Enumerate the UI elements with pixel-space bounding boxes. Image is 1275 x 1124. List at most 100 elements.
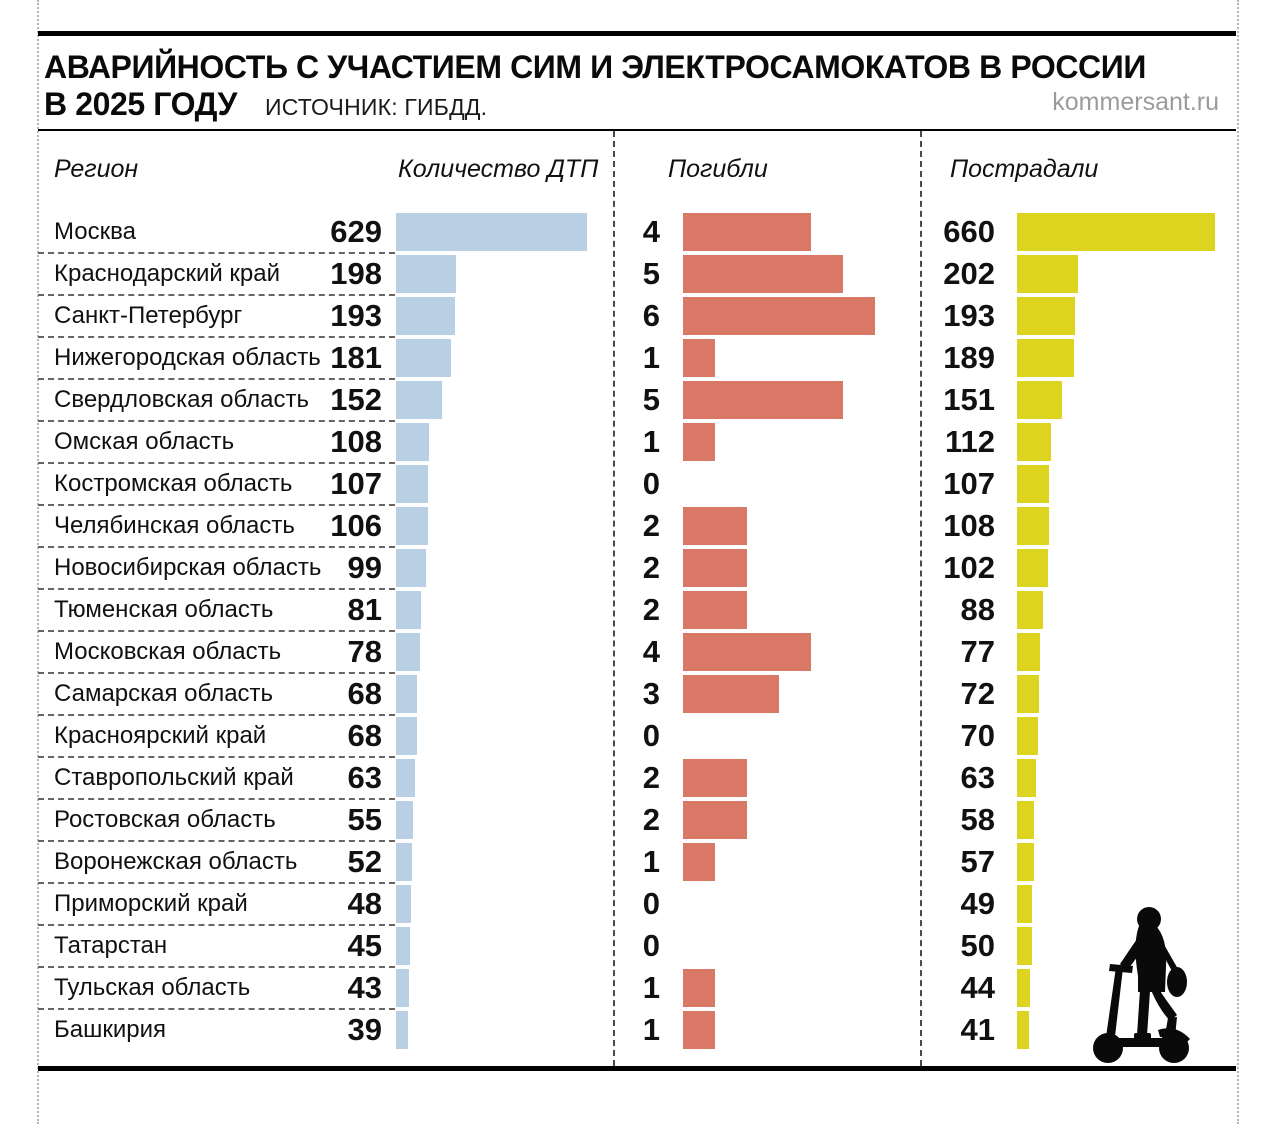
died-bar [683, 213, 811, 251]
injured-bar [1017, 927, 1032, 965]
injured-bar [1017, 297, 1075, 335]
died-value: 2 [642, 508, 660, 543]
source-label: ИСТОЧНИК: ГИБДД. [264, 94, 488, 120]
accidents-bar [396, 507, 429, 545]
table-row: Московская область 78 4 77 [38, 631, 1236, 674]
bottom-rule [38, 1066, 1236, 1071]
died-value: 2 [642, 802, 660, 837]
injured-value: 151 [943, 382, 995, 417]
died-bar [683, 843, 715, 881]
died-value: 5 [642, 382, 660, 417]
region-label: Приморский край [54, 890, 248, 917]
died-value: 1 [642, 844, 660, 879]
died-bar [683, 507, 747, 545]
injured-value: 50 [960, 928, 995, 963]
died-bar [683, 633, 811, 671]
region-label: Омская область [54, 428, 235, 455]
kommersant-watermark: kommersant.ru [1052, 88, 1219, 116]
accidents-bar [396, 591, 421, 629]
accidents-bar [396, 423, 429, 461]
accidents-value: 181 [330, 340, 382, 375]
injured-value: 189 [943, 340, 995, 375]
injured-bar [1017, 717, 1038, 755]
injured-value: 112 [944, 424, 995, 459]
died-bar [683, 297, 875, 335]
region-label: Нижегородская область [54, 344, 321, 371]
died-bar [683, 801, 747, 839]
died-bar [683, 549, 747, 587]
died-value: 0 [642, 886, 660, 921]
table-row: Санкт-Петербург 193 6 193 [38, 295, 1236, 338]
died-value: 0 [642, 718, 660, 753]
table-row: Москва 629 4 660 [38, 211, 1236, 254]
accidents-bar [396, 927, 410, 965]
died-value: 1 [642, 1012, 660, 1047]
accidents-bar [396, 675, 417, 713]
accidents-bar [396, 381, 443, 419]
died-value: 6 [642, 298, 660, 333]
injured-bar [1017, 885, 1032, 923]
accidents-value: 78 [347, 634, 382, 669]
region-label: Тульская область [54, 974, 251, 1001]
injured-bar [1017, 339, 1074, 377]
injured-bar [1017, 801, 1035, 839]
data-table: Москва 629 4 660 Краснодарский край 198 5 202 Са… [38, 211, 1236, 1051]
table-row: Башкирия 39 1 41 [38, 1009, 1236, 1051]
died-bar [683, 675, 779, 713]
table-row: Челябинская область 106 2 108 [38, 505, 1236, 548]
region-label: Челябинская область [54, 512, 295, 539]
table-row: Тюменская область 81 2 88 [38, 589, 1236, 632]
region-label: Татарстан [54, 932, 168, 959]
accidents-value: 629 [330, 214, 382, 249]
accidents-value: 106 [330, 508, 382, 543]
region-label: Ростовская область [54, 806, 276, 833]
table-row: Тульская область 43 1 44 [38, 967, 1236, 1010]
died-bar [683, 255, 843, 293]
injured-value: 107 [943, 466, 995, 501]
table-row: Свердловская область 152 5 151 [38, 379, 1236, 422]
accidents-bar [396, 465, 429, 503]
accidents-value: 68 [347, 676, 382, 711]
accidents-bar [396, 801, 413, 839]
died-value: 1 [642, 424, 660, 459]
column-header-accidents: Количество ДТП [398, 155, 599, 183]
accidents-value: 63 [347, 760, 382, 795]
region-label: Московская область [54, 638, 282, 665]
accidents-value: 81 [347, 592, 382, 627]
injured-bar [1017, 633, 1041, 671]
accidents-value: 48 [347, 886, 382, 921]
accidents-value: 152 [330, 382, 382, 417]
accidents-bar [396, 549, 427, 587]
table-row: Краснодарский край 198 5 202 [38, 253, 1236, 296]
died-value: 2 [642, 550, 660, 585]
injured-value: 202 [943, 256, 995, 291]
table-row: Нижегородская область 181 1 189 [38, 337, 1236, 380]
column-header-died: Погибли [668, 155, 768, 183]
injured-value: 72 [960, 676, 995, 711]
region-label: Ставропольский край [54, 764, 294, 791]
accidents-bar [396, 297, 455, 335]
injured-bar [1017, 549, 1048, 587]
accidents-bar [396, 1011, 408, 1049]
injured-value: 49 [960, 886, 995, 921]
injured-bar [1017, 465, 1050, 503]
injured-value: 102 [943, 550, 995, 585]
injured-bar [1017, 1011, 1030, 1049]
died-bar [683, 339, 715, 377]
region-label: Краснодарский край [54, 260, 281, 287]
table-row: Красноярский край 68 0 70 [38, 715, 1236, 758]
died-bar [683, 969, 715, 1007]
top-rule [38, 31, 1236, 36]
table-row: Омская область 108 1 112 [38, 421, 1236, 464]
accidents-value: 39 [347, 1012, 382, 1047]
accidents-value: 193 [330, 298, 382, 333]
died-value: 2 [642, 760, 660, 795]
table-row: Татарстан 45 0 50 [38, 925, 1236, 968]
column-header-injured: Пострадали [950, 155, 1099, 183]
died-value: 1 [642, 340, 660, 375]
region-label: Москва [54, 218, 136, 245]
accidents-value: 198 [330, 256, 382, 291]
region-label: Костромская область [54, 470, 293, 497]
column-divider-1 [613, 131, 615, 1066]
died-value: 1 [642, 970, 660, 1005]
